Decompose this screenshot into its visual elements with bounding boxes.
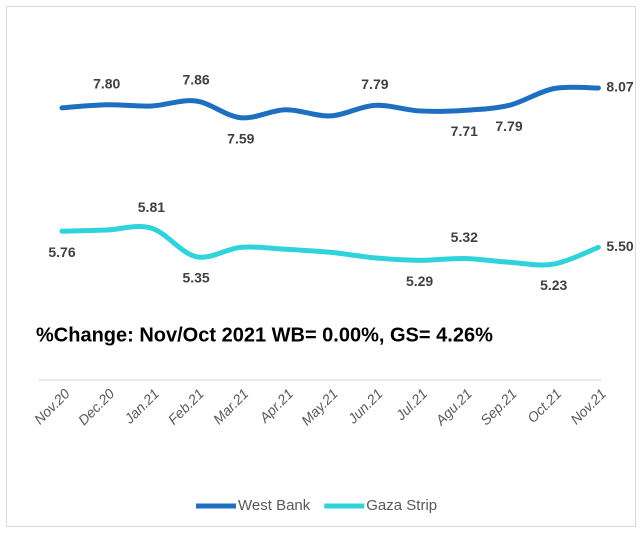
data-label: 7.59 [227,130,254,146]
data-label: 8.07 [606,79,633,95]
data-label: 5.50 [606,238,633,254]
data-label: 5.32 [451,229,478,245]
data-label: 7.79 [495,118,522,134]
data-label: 7.71 [451,123,478,139]
series-line [59,223,601,268]
legend-label: West Bank [238,497,311,514]
data-label: 7.86 [182,72,209,88]
data-label: 5.81 [138,199,165,215]
series-line [59,84,601,121]
data-label: 5.76 [48,244,75,260]
data-label: 5.35 [182,269,209,285]
legend-label: Gaza Strip [366,497,437,514]
data-label: 5.23 [540,277,567,293]
data-label: 5.29 [406,273,433,289]
data-label: 7.80 [93,75,120,91]
data-label: 7.79 [361,76,388,92]
annotation: %Change: Nov/Oct 2021 WB= 0.00%, GS= 4.2… [36,324,493,346]
